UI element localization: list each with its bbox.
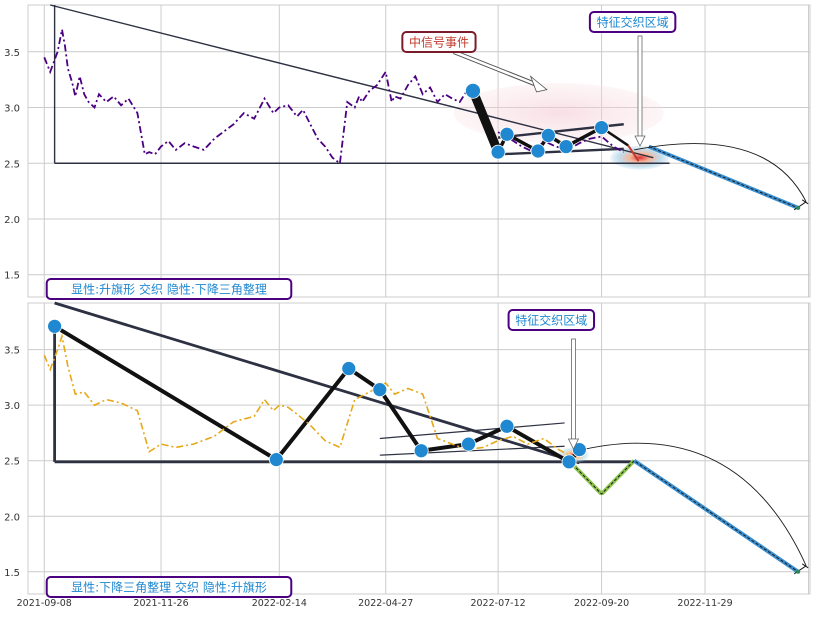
x-tick-label: 2021-11-26 [133, 598, 188, 609]
projection-path [568, 460, 799, 573]
bottom-zone-label-box [507, 309, 596, 331]
projection-arc [634, 143, 807, 203]
top-pattern-points [465, 82, 801, 210]
bottom-chart-panel: 1.5 2.0 2.5 3.0 3.5 2021-09-08 2021-11-26 2022… [4, 301, 811, 609]
projection-target-mark [793, 563, 809, 575]
pattern-point-marker [461, 436, 476, 452]
x-tick-label: 2022-11-29 [677, 598, 732, 609]
top-zone-label: 特征交织区域 [597, 14, 669, 29]
pattern-point-marker [268, 452, 284, 468]
pattern-point-marker [499, 126, 515, 142]
pattern-point-marker [499, 418, 515, 434]
x-tick-label: 2022-09-20 [574, 598, 629, 609]
bottom-zone-label: 特征交织区域 [515, 312, 587, 327]
y-tick-label: 1.5 [4, 568, 20, 579]
x-tick-label: 2022-02-14 [252, 598, 307, 609]
projection-path [648, 146, 799, 209]
bottom-pattern-label-box [45, 576, 293, 598]
y-tick-label: 3.5 [4, 346, 20, 357]
y-tick-label: 3.0 [4, 104, 20, 115]
bottom-pattern-label: 显性:下降三角整理 交织 隐性:升旗形 [71, 579, 267, 594]
pattern-point-marker [47, 318, 63, 334]
signal-arrowhead [529, 75, 548, 93]
top-pattern-label-box [45, 278, 293, 300]
pattern-point-marker [571, 442, 587, 458]
pattern-point-marker [465, 82, 481, 99]
bottom-pattern-points [47, 318, 801, 574]
signal-event-label-box [401, 31, 477, 53]
flag-lower-line [379, 445, 565, 456]
zone-arrowhead [634, 135, 646, 147]
y-tick-label: 3.0 [4, 401, 20, 412]
flag-pole [468, 86, 503, 157]
signal-arrow [453, 50, 539, 87]
bottom-x-tick-labels: 2021-09-08 2021-11-26 2022-02-14 2022-04-27… [17, 598, 733, 609]
y-tick-label: 1.5 [4, 271, 20, 282]
pattern-point-marker [540, 127, 556, 143]
pattern-point-marker [558, 139, 574, 154]
zone-arrow-shaft [637, 35, 643, 137]
pattern-point-marker [490, 144, 506, 160]
projection-arc [573, 442, 807, 566]
zone-arrowhead [567, 438, 580, 450]
y-tick-label: 2.5 [4, 457, 20, 468]
pattern-point-marker [561, 454, 577, 470]
x-tick-label: 2022-07-12 [470, 598, 525, 609]
y-tick-label: 2.0 [4, 215, 20, 226]
bottom-pattern-overlay [53, 301, 809, 575]
pattern-point-marker [341, 361, 357, 376]
top-pattern-label: 显性:升旗形 交织 隐性:下降三角整理 [71, 281, 267, 296]
pattern-point-marker [530, 143, 546, 159]
y-tick-label: 2.0 [4, 512, 20, 523]
descending-trendline [50, 4, 654, 159]
price-line-0 [43, 29, 473, 165]
y-tick-label: 2.5 [4, 159, 20, 170]
zone-arrow-shaft [571, 338, 576, 440]
projection-end-marker [796, 205, 801, 210]
projection-target-mark [793, 199, 809, 211]
top-zone-label-box [588, 11, 677, 33]
triangle-upper-line [54, 301, 580, 465]
top-plot-area [27, 4, 811, 298]
price-line-0 [43, 333, 570, 456]
pattern-point-marker [594, 120, 609, 135]
pattern-zigzag [53, 324, 581, 464]
signal-event-label: 中信号事件 [409, 34, 469, 49]
bottom-plot-area [27, 302, 811, 595]
bottom-price-series [43, 333, 570, 456]
pattern-point-marker [413, 443, 429, 459]
y-tick-label: 3.5 [4, 48, 20, 59]
projection-end-marker [796, 569, 801, 574]
pattern-point-marker [372, 382, 388, 398]
x-tick-label: 2021-09-08 [17, 598, 72, 609]
bottom-y-tick-labels: 1.5 2.0 2.5 3.0 3.5 [4, 346, 20, 579]
x-tick-label: 2022-04-27 [358, 598, 413, 609]
top-y-tick-labels: 1.5 2.0 2.5 3.0 3.5 [4, 48, 20, 282]
breakdown-red-leg [627, 144, 640, 162]
